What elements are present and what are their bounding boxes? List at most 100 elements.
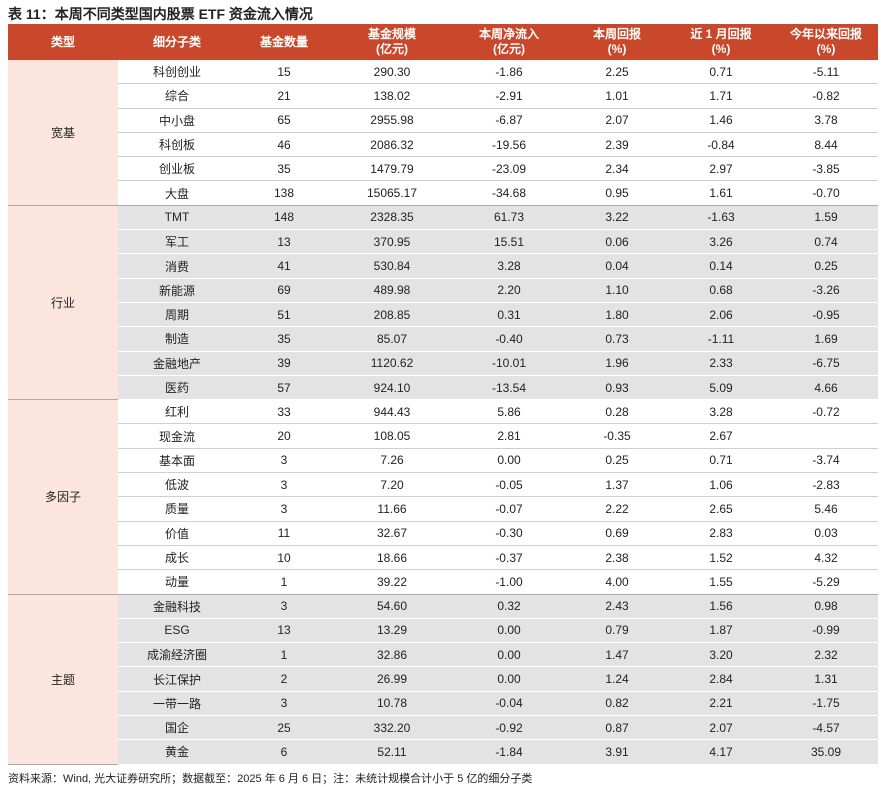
cell: 0.31	[452, 302, 566, 328]
cell: 0.68	[668, 278, 774, 303]
table-row: 行业 TMT 148 2328.35 61.73 3.22 -1.63 1.59	[8, 205, 878, 401]
cell: 4.00	[566, 569, 668, 595]
cell: -4.57	[774, 715, 878, 741]
table-row: 军工 13 370.95 15.51 0.06 3.26 0.74	[8, 229, 878, 255]
group-cell: 主题	[8, 594, 118, 765]
cell: 红利	[118, 399, 236, 425]
table-row: 消费 41 530.84 3.28 0.04 0.14 0.25	[8, 253, 878, 279]
cell: 质量	[118, 496, 236, 522]
cell: 国企	[118, 715, 236, 741]
cell: 2.65	[668, 496, 774, 522]
cell: 489.98	[332, 278, 452, 303]
cell: 11.66	[332, 496, 452, 522]
cell: 周期	[118, 302, 236, 328]
cell: 5.09	[668, 375, 774, 401]
cell: 2.06	[668, 302, 774, 328]
table-row: 大盘 138 15065.17 -34.68 0.95 1.61 -0.70	[8, 180, 878, 206]
cell: 1479.79	[332, 156, 452, 182]
cell: 0.14	[668, 253, 774, 279]
cell: 54.60	[332, 594, 452, 619]
cell: -1.75	[774, 691, 878, 717]
cell: -0.30	[452, 521, 566, 546]
header-line: (%)	[607, 42, 627, 56]
cell: -1.63	[668, 205, 774, 231]
cell: 黄金	[118, 739, 236, 765]
cell: 1.24	[566, 666, 668, 692]
cell: -10.01	[452, 351, 566, 376]
cell: 0.28	[566, 399, 668, 425]
cell: 15065.17	[332, 180, 452, 206]
cell: ESG	[118, 618, 236, 644]
cell: 6	[236, 739, 332, 765]
cell: 13.29	[332, 618, 452, 644]
cell: 大盘	[118, 180, 236, 206]
cell: 21	[236, 83, 332, 109]
cell: 中小盘	[118, 108, 236, 133]
cell: 0.93	[566, 375, 668, 401]
table-row: 新能源 69 489.98 2.20 1.10 0.68 -3.26	[8, 278, 878, 303]
table-row: ESG 13 13.29 0.00 0.79 1.87 -0.99	[8, 618, 878, 644]
cell: 0.06	[566, 229, 668, 255]
cell: 动量	[118, 569, 236, 595]
cell: 0.25	[566, 448, 668, 474]
header-cell: 基金规模 (亿元)	[332, 24, 452, 60]
cell: 0.82	[566, 691, 668, 717]
cell: 3	[236, 594, 332, 619]
table-row: 科创板 46 2086.32 -19.56 2.39 -0.84 8.44	[8, 132, 878, 158]
cell: -23.09	[452, 156, 566, 182]
cell: 61.73	[452, 205, 566, 231]
cell: 15.51	[452, 229, 566, 255]
cell: 1.80	[566, 302, 668, 328]
table-row: 金融地产 39 1120.62 -10.01 1.96 2.33 -6.75	[8, 351, 878, 376]
table-row: 低波 3 7.20 -0.05 1.37 1.06 -2.83	[8, 472, 878, 498]
cell: -0.04	[452, 691, 566, 717]
cell: 2	[236, 666, 332, 692]
cell: 2.20	[452, 278, 566, 303]
cell: 0.71	[668, 448, 774, 474]
cell: 26.99	[332, 666, 452, 692]
header-line: 基金规模	[367, 27, 416, 41]
cell: 0.03	[774, 521, 878, 546]
cell: 军工	[118, 229, 236, 255]
cell: 15	[236, 60, 332, 85]
cell: 208.85	[332, 302, 452, 328]
cell: 13	[236, 618, 332, 644]
cell: 0.00	[452, 666, 566, 692]
cell: 1.87	[668, 618, 774, 644]
header-line: (亿元)	[493, 42, 525, 56]
header-line: (%)	[816, 42, 836, 56]
cell: 32.67	[332, 521, 452, 546]
cell: 1.31	[774, 666, 878, 692]
cell: 3.28	[668, 399, 774, 425]
header-row: 类型 细分子类 基金数量 基金规模 (亿元) 本周净流入 (亿元) 本周回报 (%) 近 1 月回…	[8, 24, 878, 60]
header-cell: 本周回报 (%)	[566, 24, 668, 60]
cell: 0.25	[774, 253, 878, 279]
cell: 290.30	[332, 60, 452, 85]
cell: 4.66	[774, 375, 878, 401]
cell: 18.66	[332, 545, 452, 571]
cell: 924.10	[332, 375, 452, 401]
cell: -1.86	[452, 60, 566, 85]
cell: -6.87	[452, 108, 566, 133]
cell: 85.07	[332, 326, 452, 352]
cell: 2.21	[668, 691, 774, 717]
group-cell: 多因子	[8, 399, 118, 595]
cell: -0.35	[566, 423, 668, 449]
cell: 108.05	[332, 423, 452, 449]
cell: 2086.32	[332, 132, 452, 158]
cell: 成长	[118, 545, 236, 571]
table-row: 综合 21 138.02 -2.91 1.01 1.71 -0.82	[8, 83, 878, 109]
table-row: 黄金 6 52.11 -1.84 3.91 4.17 35.09	[8, 739, 878, 765]
cell: 46	[236, 132, 332, 158]
cell: 2.22	[566, 496, 668, 522]
cell	[774, 423, 878, 449]
cell: -3.74	[774, 448, 878, 474]
cell: -2.83	[774, 472, 878, 498]
table: 类型 细分子类 基金数量 基金规模 (亿元) 本周净流入 (亿元) 本周回报 (%) 近 1 月回…	[8, 24, 878, 765]
cell: -0.05	[452, 472, 566, 498]
cell: 1.37	[566, 472, 668, 498]
cell: 成渝经济圈	[118, 642, 236, 668]
cell: 3.20	[668, 642, 774, 668]
table-row: 动量 1 39.22 -1.00 4.00 1.55 -5.29	[8, 569, 878, 595]
cell: 20	[236, 423, 332, 449]
